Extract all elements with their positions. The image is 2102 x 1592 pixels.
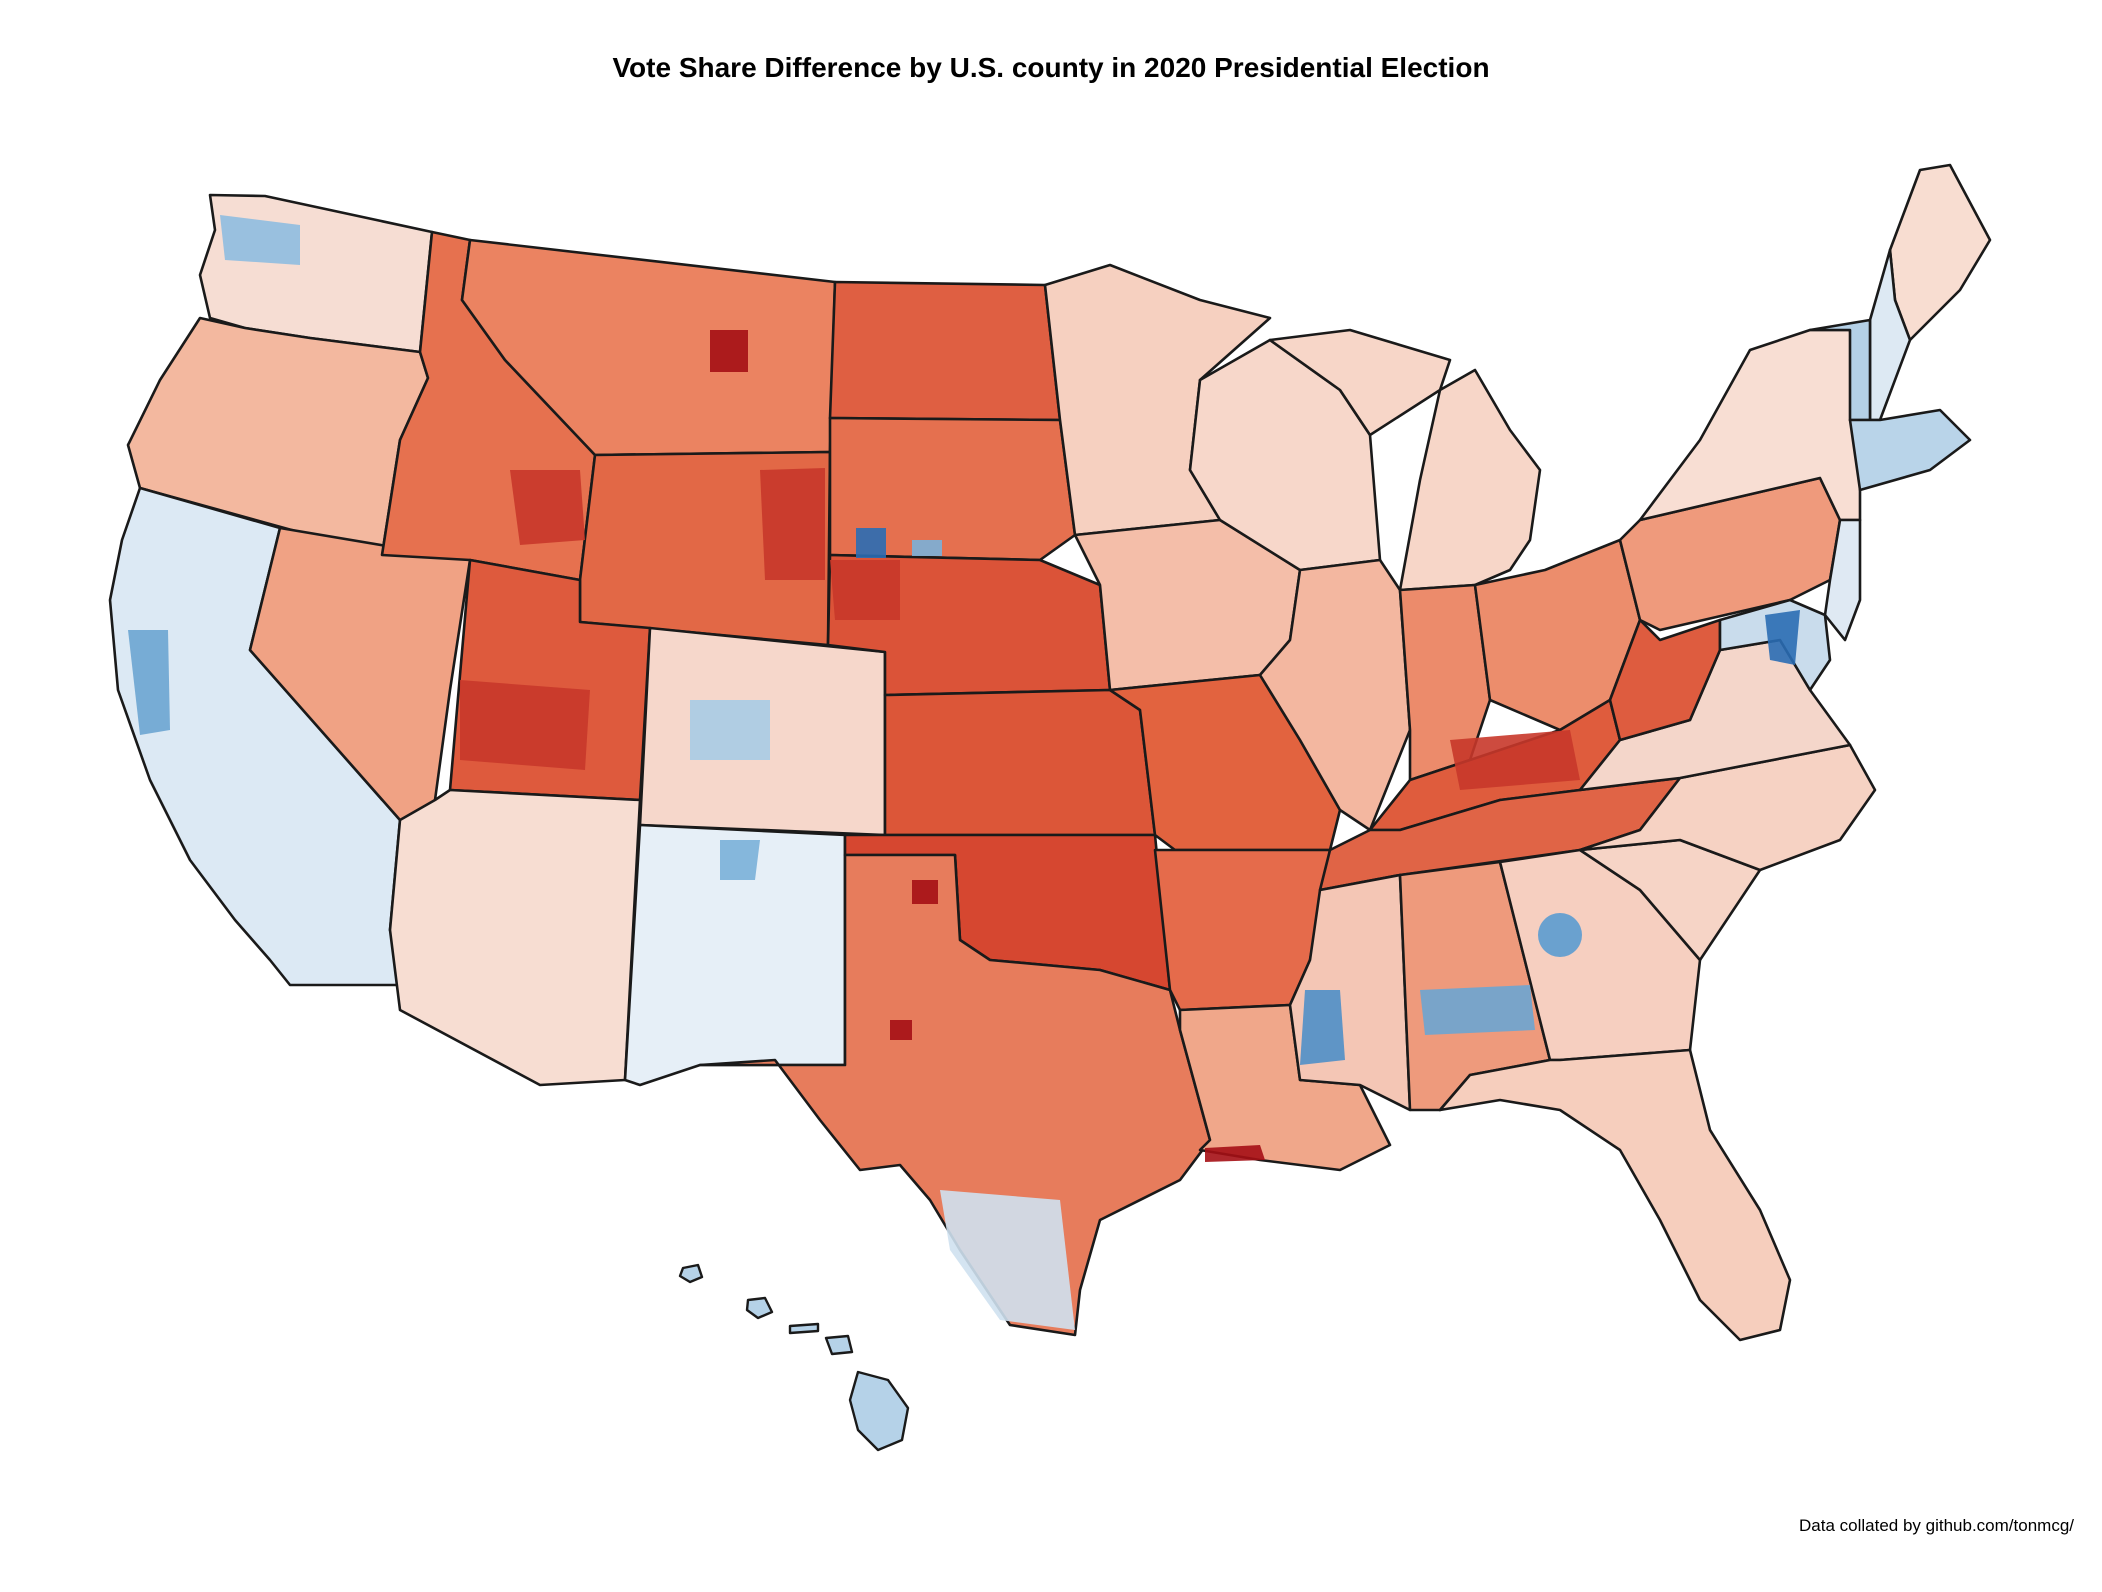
state-de-md (1718, 598, 1832, 692)
map-title: Vote Share Difference by U.S. county in … (612, 52, 1490, 83)
state-me (1888, 163, 1992, 342)
hawaii-molokai (788, 1322, 820, 1335)
county-tx-south (940, 1190, 1075, 1330)
county-co-front (690, 700, 770, 760)
hawaii-inset (678, 1263, 910, 1452)
hawaii-big-island (848, 1370, 910, 1452)
state-mi (1268, 328, 1542, 592)
county-ga-metro (1538, 913, 1582, 957)
county-id-east (510, 470, 585, 545)
county-nm-north (720, 840, 760, 880)
county-sd-lightblue (912, 540, 942, 556)
hawaii-kauai (678, 1263, 704, 1284)
county-ut-south (460, 680, 590, 770)
state-az (388, 788, 642, 1087)
county-al-blackbelt (1420, 985, 1535, 1035)
state-tx (698, 853, 1212, 1337)
county-hotspots (128, 215, 1800, 1330)
state-nc (1578, 743, 1877, 872)
data-credit: Data collated by github.com/tonmcg/ (1799, 1516, 2074, 1535)
state-nd (828, 280, 1062, 422)
state-ks (883, 688, 1157, 837)
hawaii-maui (824, 1334, 854, 1356)
county-mt-dark (710, 330, 748, 372)
hawaii-oahu (745, 1296, 774, 1320)
county-ca-bay (128, 630, 170, 735)
county-md-blue (1765, 610, 1800, 665)
state-fills (108, 163, 1992, 1342)
state-fl (1438, 1048, 1792, 1342)
county-la-tx-coast (1205, 1145, 1265, 1162)
county-tx-dark (890, 1020, 912, 1040)
state-ny (1638, 328, 1862, 522)
county-ky-red (1450, 730, 1580, 790)
county-wy-red (760, 468, 825, 580)
county-ne-west (830, 560, 900, 620)
state-sd (828, 416, 1077, 562)
state-new-england-south (1848, 408, 1972, 492)
county-sd-blue (856, 528, 886, 558)
county-wa-west (220, 215, 300, 265)
state-il (1258, 558, 1412, 832)
county-ms-delta (1300, 990, 1345, 1065)
county-ok-dark (912, 880, 938, 904)
